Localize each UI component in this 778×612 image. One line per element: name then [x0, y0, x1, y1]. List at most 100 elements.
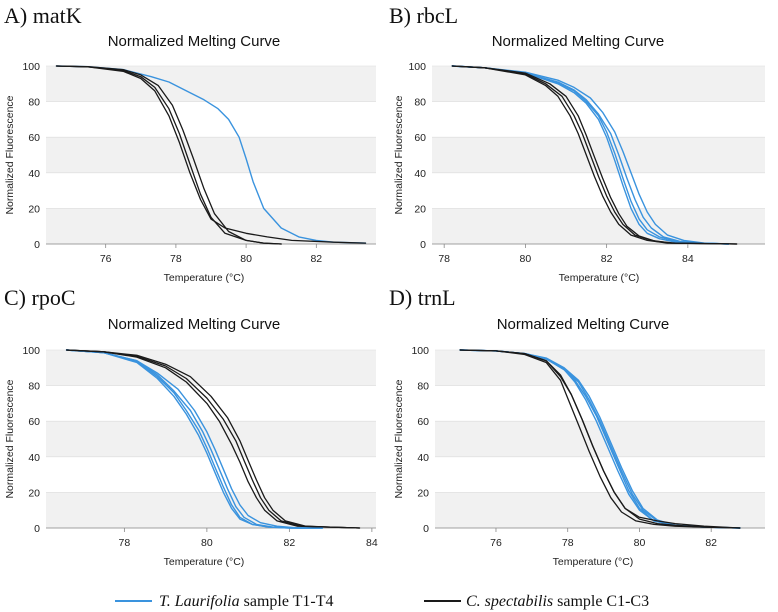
series-line-c-spectabilis [65, 349, 361, 529]
panel-label: B) rbcL [389, 3, 458, 28]
x-tick-label: 80 [634, 537, 646, 549]
chart-panel-trnl: D) trnL Normalized Melting Curve 0 20 40 60… [389, 284, 778, 570]
grid-band [46, 492, 376, 528]
plot-area: 0 20 40 60 80 100 76 78 80 82 [411, 345, 765, 549]
series-line-t-laurifolia [55, 65, 367, 244]
y-tick-label: 20 [417, 487, 429, 499]
y-tick-label: 100 [22, 61, 40, 73]
panel-label: D) trnL [389, 285, 456, 310]
grid-band [46, 66, 376, 102]
series-line-c-spectabilis [451, 65, 738, 245]
series-line-c-spectabilis [55, 65, 367, 244]
series-line-c-spectabilis [55, 65, 282, 245]
series-line-c-spectabilis [459, 349, 741, 529]
series-line-t-laurifolia [451, 65, 730, 245]
x-tick-label: 82 [601, 253, 613, 265]
chart-title: Normalized Melting Curve [492, 33, 665, 50]
chart-panel-rbcl: B) rbcL Normalized Melting Curve 0 20 40 60… [389, 0, 778, 286]
panel-label: A) matK [4, 3, 82, 28]
series-line-t-laurifolia [65, 349, 324, 529]
x-tick-label: 84 [366, 537, 378, 549]
y-axis-label: Normalized Fluorescence [4, 379, 16, 498]
chart-title: Normalized Melting Curve [108, 33, 281, 50]
y-tick-label: 0 [423, 523, 429, 535]
y-tick-label: 40 [28, 452, 40, 464]
x-tick-label: 80 [520, 253, 532, 265]
legend-species: T. Laurifolia [159, 593, 240, 610]
x-axis-label: Temperature (°C) [164, 272, 245, 284]
grid-band [432, 208, 765, 244]
y-tick-label: 60 [28, 132, 40, 144]
x-tick-label: 80 [201, 537, 213, 549]
grid-band [432, 66, 765, 102]
x-axis-label: Temperature (°C) [164, 556, 245, 568]
y-tick-label: 60 [28, 416, 40, 428]
y-tick-label: 80 [28, 97, 40, 109]
x-tick-label: 78 [438, 253, 450, 265]
legend-species: C. spectabilis [466, 593, 553, 610]
legend-entry-c-spectabilis: C. spectabilis sample C1-C3 [466, 593, 649, 610]
y-tick-label: 60 [417, 416, 429, 428]
x-tick-label: 82 [284, 537, 296, 549]
series-line-t-laurifolia [451, 65, 730, 245]
grid-band [46, 137, 376, 173]
chart-panel-matk: A) matK Normalized Melting Curve 0 20 40 60… [0, 0, 389, 286]
legend-sample: sample T1-T4 [240, 593, 334, 610]
x-axis-label: Temperature (°C) [559, 272, 640, 284]
x-tick-label: 76 [490, 537, 502, 549]
y-axis-label: Normalized Fluorescence [393, 379, 405, 498]
grid-band [46, 350, 376, 386]
panel-label: C) rpoC [4, 285, 76, 310]
chart-title: Normalized Melting Curve [108, 316, 281, 333]
chart-svg: B) rbcL Normalized Melting Curve 0 20 40 60… [389, 3, 765, 284]
chart-svg: A) matK Normalized Melting Curve 0 20 40 60… [4, 3, 376, 284]
legend-entry-t-laurifolia: T. Laurifolia sample T1-T4 [159, 593, 334, 610]
legend-svg: T. Laurifolia sample T1-T4 C. spectabili… [115, 593, 649, 610]
chart-svg: C) rpoC Normalized Melting Curve 0 20 40 60… [4, 285, 378, 568]
x-tick-label: 78 [119, 537, 131, 549]
y-tick-label: 80 [28, 381, 40, 393]
plot-area: 0 20 40 60 80 100 76 78 80 82 [22, 61, 376, 265]
y-axis-label: Normalized Fluorescence [393, 95, 405, 214]
y-tick-label: 80 [417, 381, 429, 393]
series-line-c-spectabilis [65, 349, 361, 529]
x-tick-label: 84 [682, 253, 694, 265]
grid-band [435, 350, 765, 386]
y-tick-label: 20 [28, 487, 40, 499]
series-line-c-spectabilis [65, 349, 361, 529]
y-tick-label: 60 [414, 132, 426, 144]
y-tick-label: 40 [28, 168, 40, 180]
y-tick-label: 100 [408, 61, 426, 73]
y-tick-label: 20 [414, 203, 426, 215]
y-axis-label: Normalized Fluorescence [4, 95, 16, 214]
y-tick-label: 100 [411, 345, 429, 357]
y-tick-label: 20 [28, 203, 40, 215]
y-tick-label: 40 [417, 452, 429, 464]
legend: T. Laurifolia sample T1-T4 C. spectabili… [0, 586, 778, 612]
x-tick-label: 82 [705, 537, 717, 549]
x-tick-label: 76 [100, 253, 112, 265]
series-line-c-spectabilis [459, 349, 741, 529]
grid-band [46, 208, 376, 244]
y-tick-label: 0 [34, 523, 40, 535]
chart-title: Normalized Melting Curve [497, 316, 670, 333]
chart-svg: D) trnL Normalized Melting Curve 0 20 40 60… [389, 285, 765, 568]
y-tick-label: 40 [414, 168, 426, 180]
legend-sample: sample C1-C3 [553, 593, 649, 610]
x-tick-label: 80 [240, 253, 252, 265]
y-tick-label: 0 [34, 239, 40, 251]
plot-area: 0 20 40 60 80 100 78 80 82 84 [22, 345, 377, 549]
y-tick-label: 80 [414, 97, 426, 109]
grid-band [435, 492, 765, 528]
plot-area: 0 20 40 60 80 100 78 80 82 84 [408, 61, 765, 265]
series-line-c-spectabilis [451, 65, 738, 245]
x-tick-label: 82 [310, 253, 322, 265]
chart-panel-rpoc: C) rpoC Normalized Melting Curve 0 20 40 60… [0, 284, 389, 570]
grid-band [435, 421, 765, 457]
series-line-t-laurifolia [65, 349, 324, 529]
y-tick-label: 100 [22, 345, 40, 357]
x-axis-label: Temperature (°C) [553, 556, 634, 568]
y-tick-label: 0 [420, 239, 426, 251]
x-tick-label: 78 [562, 537, 574, 549]
x-tick-label: 78 [170, 253, 182, 265]
